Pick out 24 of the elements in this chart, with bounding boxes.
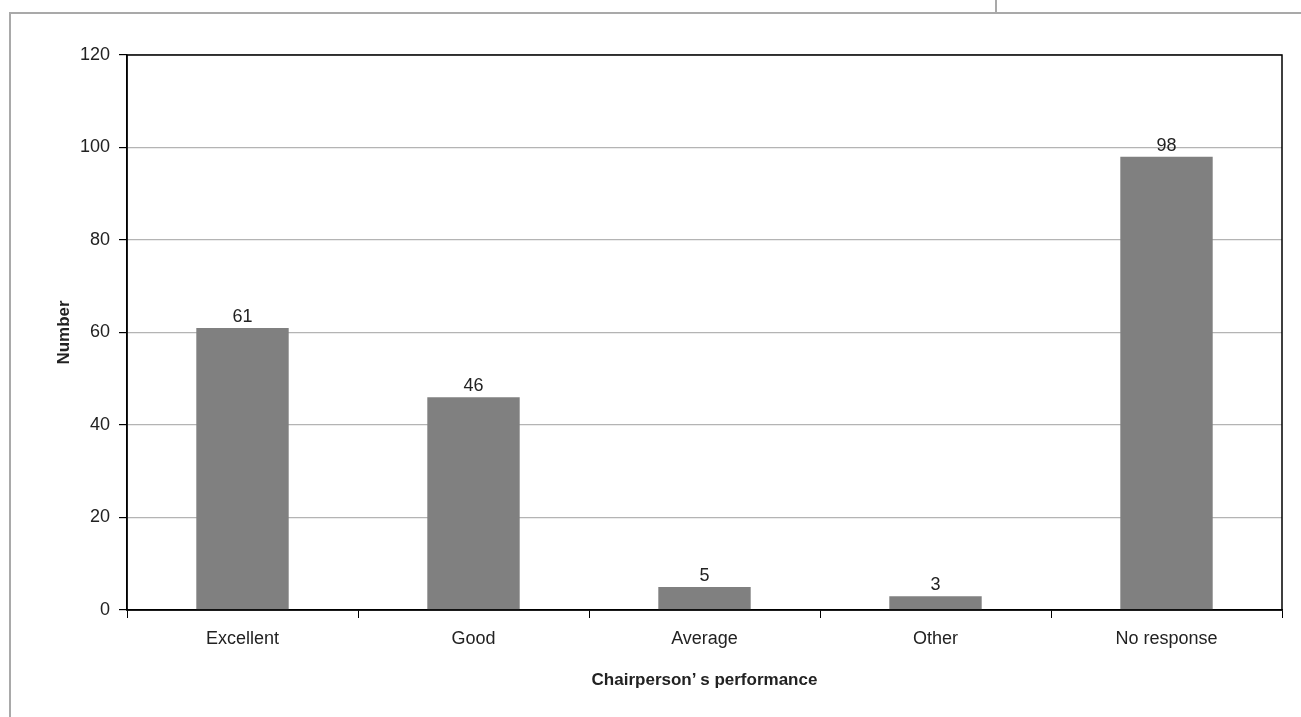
y-axis-title: Number [53, 300, 73, 365]
data-label: 98 [1156, 134, 1177, 155]
x-tick-label: Good [451, 627, 496, 648]
x-tick-label: No response [1115, 627, 1218, 648]
y-tick-label: 100 [79, 136, 110, 157]
y-tick-label: 0 [99, 598, 110, 619]
y-tick-label: 20 [89, 506, 110, 527]
bar [658, 586, 751, 610]
data-label: 3 [930, 574, 941, 595]
y-tick-label: 60 [89, 321, 110, 342]
bar [1120, 156, 1213, 610]
bar [889, 596, 982, 610]
bar [196, 327, 289, 610]
x-tick-label: Other [912, 627, 959, 648]
y-tick-label: 80 [89, 228, 110, 249]
y-tick-label: 120 [79, 43, 110, 64]
data-label: 61 [232, 305, 253, 326]
x-tick-label: Average [671, 627, 738, 648]
bar [427, 397, 520, 610]
y-tick-label: 40 [89, 413, 110, 434]
x-tick-label: Excellent [205, 627, 280, 648]
x-axis-title: Chairperson’ s performance [591, 670, 818, 690]
data-label: 5 [699, 564, 710, 585]
data-label: 46 [463, 375, 484, 396]
